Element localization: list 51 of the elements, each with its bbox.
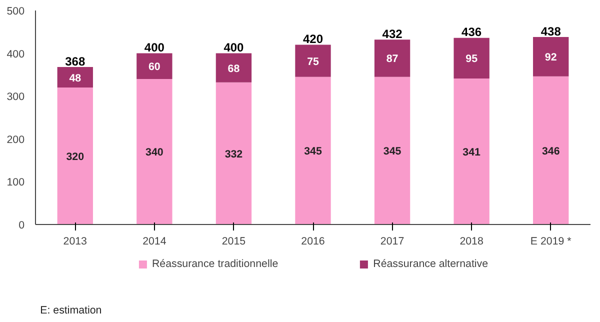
total-label: 436	[462, 25, 482, 40]
data-label: 87	[386, 53, 398, 66]
total-label: 400	[144, 40, 165, 55]
x-tick-label: E 2019 *	[530, 236, 572, 248]
bar	[57, 88, 93, 224]
data-label: 320	[66, 151, 84, 164]
x-tick-label: 2016	[301, 236, 325, 248]
bar	[374, 40, 410, 77]
bar	[216, 53, 252, 82]
bar	[57, 66, 93, 88]
data-label: 340	[146, 146, 164, 159]
data-label: 346	[542, 145, 560, 158]
bar	[216, 82, 252, 224]
total-label: 400	[224, 40, 244, 55]
x-tick-label: 2014	[142, 236, 166, 248]
data-label: 75	[307, 56, 319, 68]
total-label: 432	[382, 26, 403, 41]
bar	[136, 53, 172, 79]
data-label: 95	[466, 53, 478, 66]
x-tick-label: 2015	[222, 236, 246, 248]
y-tick-label: 400	[6, 48, 25, 60]
x-tick-label: 2013	[63, 236, 88, 248]
y-tick-label: 0	[18, 220, 25, 232]
bar	[136, 78, 172, 224]
data-label: 68	[228, 62, 240, 75]
bar	[454, 78, 490, 224]
y-tick-label: 100	[6, 176, 25, 189]
text: E: estimation	[40, 304, 102, 316]
data-label: 92	[544, 52, 557, 64]
data-label: 48	[69, 72, 82, 84]
data-label: 60	[148, 61, 160, 74]
data-label: 332	[224, 148, 243, 160]
legend-label: Réassurance traditionnelle	[152, 258, 278, 270]
x-tick-label: 2017	[380, 236, 404, 248]
bar	[295, 76, 331, 224]
x-tick-label: 2018	[460, 236, 484, 248]
y-tick-label: 300	[6, 91, 25, 104]
bar	[374, 76, 410, 224]
data-label: 341	[462, 146, 481, 159]
bar	[533, 76, 569, 224]
data-label: 345	[383, 146, 402, 158]
total-label: 368	[65, 54, 86, 68]
bar	[295, 44, 331, 77]
y-tick-label: 200	[6, 134, 25, 146]
data-label: 345	[304, 146, 322, 158]
legend-label: Réassurance alternative	[373, 258, 488, 270]
total-label: 438	[540, 24, 562, 38]
bar	[454, 38, 490, 79]
total-label: 420	[302, 32, 324, 46]
y-tick-label: 500	[6, 6, 25, 18]
bar	[533, 37, 569, 76]
